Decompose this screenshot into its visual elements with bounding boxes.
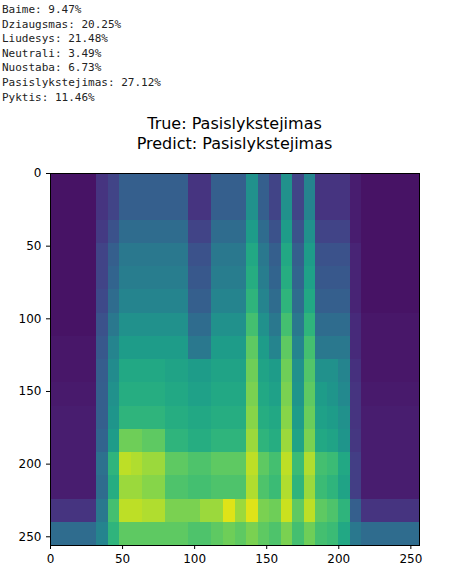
svg-text:200: 200	[327, 552, 350, 566]
svg-text:150: 150	[19, 384, 42, 398]
svg-text:0: 0	[47, 552, 55, 566]
svg-text:250: 250	[399, 552, 422, 566]
html-text:True: Pasislykstejimas Predict: True: Pasislykstejimas Predict: Pasislyk…	[136, 114, 333, 153]
svg-text:150: 150	[255, 552, 278, 566]
svg-text:0: 0	[34, 166, 42, 180]
svg-text:50: 50	[115, 552, 130, 566]
svg-text:250: 250	[19, 530, 42, 544]
html-text:Baime: 9.47% Dziaugsmas: 20.25: Baime: 9.47% Dziaugsmas: 20.25% Liudesys…	[2, 3, 161, 104]
svg-text:100: 100	[19, 312, 42, 326]
svg-text:100: 100	[183, 552, 206, 566]
svg-text:50: 50	[26, 239, 41, 253]
svg-text:200: 200	[19, 457, 42, 471]
